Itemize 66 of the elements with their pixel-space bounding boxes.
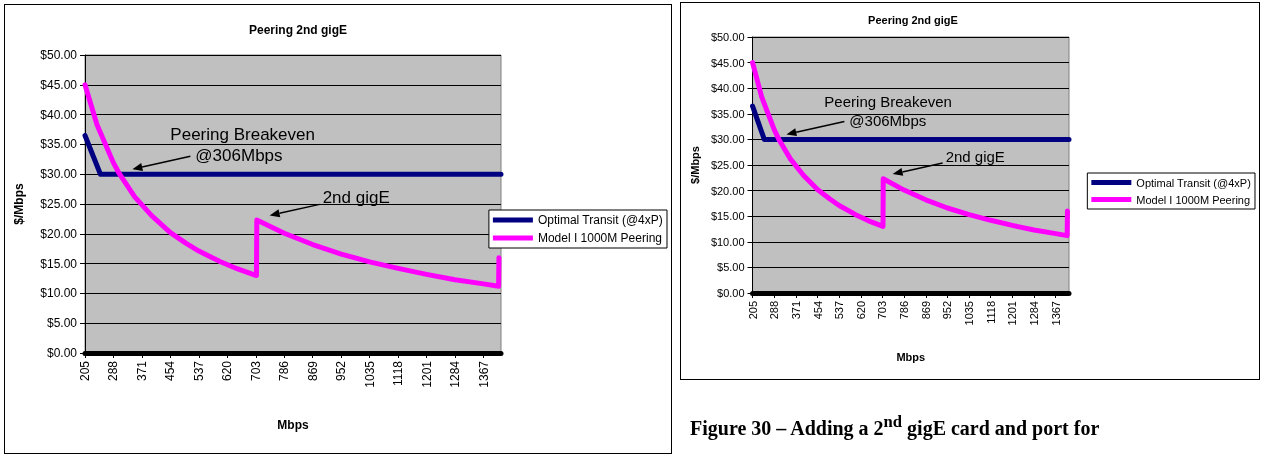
x-tick-label: 288 bbox=[106, 360, 121, 382]
x-tick-label: 1035 bbox=[362, 360, 377, 388]
y-axis-title: $/Mbps bbox=[688, 146, 701, 184]
y-tick-label: $50.00 bbox=[40, 48, 78, 62]
annotation: Peering Breakeven @306Mbps bbox=[824, 93, 952, 130]
x-tick-label: 205 bbox=[746, 301, 759, 320]
y-tick-label: $15.00 bbox=[40, 256, 78, 271]
legend-label: Model I 1000M Peering bbox=[1136, 193, 1251, 206]
y-tick-label: $45.00 bbox=[40, 77, 78, 92]
y-tick-label: $5.00 bbox=[717, 261, 745, 274]
y-tick-label: $10.00 bbox=[710, 235, 745, 248]
annotation: 2nd gigE bbox=[945, 148, 1005, 166]
x-tick-label: 1035 bbox=[963, 301, 976, 326]
y-tick-label: $30.00 bbox=[710, 133, 745, 146]
annotation: Peering Breakeven @306Mbps bbox=[170, 125, 315, 166]
x-tick-label: 703 bbox=[876, 301, 889, 320]
y-tick-label: $0.00 bbox=[46, 346, 78, 360]
y-tick-label: $50.00 bbox=[710, 31, 745, 43]
y-tick-label: $40.00 bbox=[710, 82, 745, 95]
y-tick-label: $45.00 bbox=[710, 56, 745, 69]
y-tick-label: $10.00 bbox=[40, 286, 78, 301]
y-tick-label: $5.00 bbox=[46, 316, 78, 331]
y-tick-label: $30.00 bbox=[40, 167, 78, 182]
y-axis-title: $/Mbps bbox=[12, 183, 26, 225]
x-tick-label: 786 bbox=[277, 360, 292, 382]
caption: Figure 30 – Adding a 2$^{nd}$ gigE card and port for bbox=[690, 411, 1101, 440]
x-tick-label: 288 bbox=[768, 301, 781, 320]
x-tick-label: 371 bbox=[789, 301, 802, 320]
chart-title: Peering 2nd gigE bbox=[868, 13, 958, 26]
y-tick-label: $25.00 bbox=[710, 159, 745, 171]
x-tick-label: 205 bbox=[78, 360, 92, 382]
y-tick-label: $0.00 bbox=[717, 287, 745, 299]
x-tick-label: 1284 bbox=[448, 360, 463, 388]
x-tick-label: 786 bbox=[898, 301, 911, 320]
legend-label: Model I 1000M Peering bbox=[537, 231, 662, 245]
y-tick-label: $15.00 bbox=[710, 210, 745, 223]
x-tick-label: 1367 bbox=[1049, 301, 1062, 326]
y-tick-label: $35.00 bbox=[710, 107, 745, 120]
x-tick-label: 537 bbox=[833, 301, 846, 320]
x-tick-label: 454 bbox=[811, 301, 824, 320]
chart-title: Peering 2nd gigE bbox=[248, 23, 348, 37]
x-tick-label: 1367 bbox=[476, 360, 491, 388]
x-tick-label: 703 bbox=[248, 360, 263, 382]
x-tick-label: 952 bbox=[941, 301, 954, 320]
x-axis-title: Mbps bbox=[277, 418, 309, 432]
y-tick-label: $20.00 bbox=[40, 226, 78, 241]
legend-label: Optimal Transit (@4xP) bbox=[537, 213, 663, 227]
x-tick-label: 620 bbox=[220, 360, 235, 382]
x-tick-label: 620 bbox=[854, 301, 867, 320]
x-tick-label: 869 bbox=[305, 360, 320, 382]
x-tick-label: 952 bbox=[334, 360, 349, 382]
x-tick-label: 869 bbox=[919, 301, 932, 320]
x-axis-title: Mbps bbox=[896, 350, 926, 363]
y-tick-label: $40.00 bbox=[40, 107, 78, 122]
x-tick-label: 1118 bbox=[391, 360, 406, 386]
x-tick-label: 454 bbox=[163, 360, 178, 382]
x-tick-label: 1201 bbox=[419, 360, 434, 388]
x-tick-label: 1201 bbox=[1006, 301, 1019, 326]
legend-label: Optimal Transit (@4xP) bbox=[1136, 176, 1251, 189]
x-tick-label: 1284 bbox=[1028, 301, 1041, 326]
x-tick-label: 537 bbox=[191, 360, 206, 382]
y-tick-label: $20.00 bbox=[710, 184, 745, 197]
x-tick-label: 371 bbox=[134, 360, 149, 382]
y-tick-label: $25.00 bbox=[40, 197, 78, 211]
x-tick-label: 1118 bbox=[984, 301, 997, 324]
y-tick-label: $35.00 bbox=[40, 137, 78, 152]
